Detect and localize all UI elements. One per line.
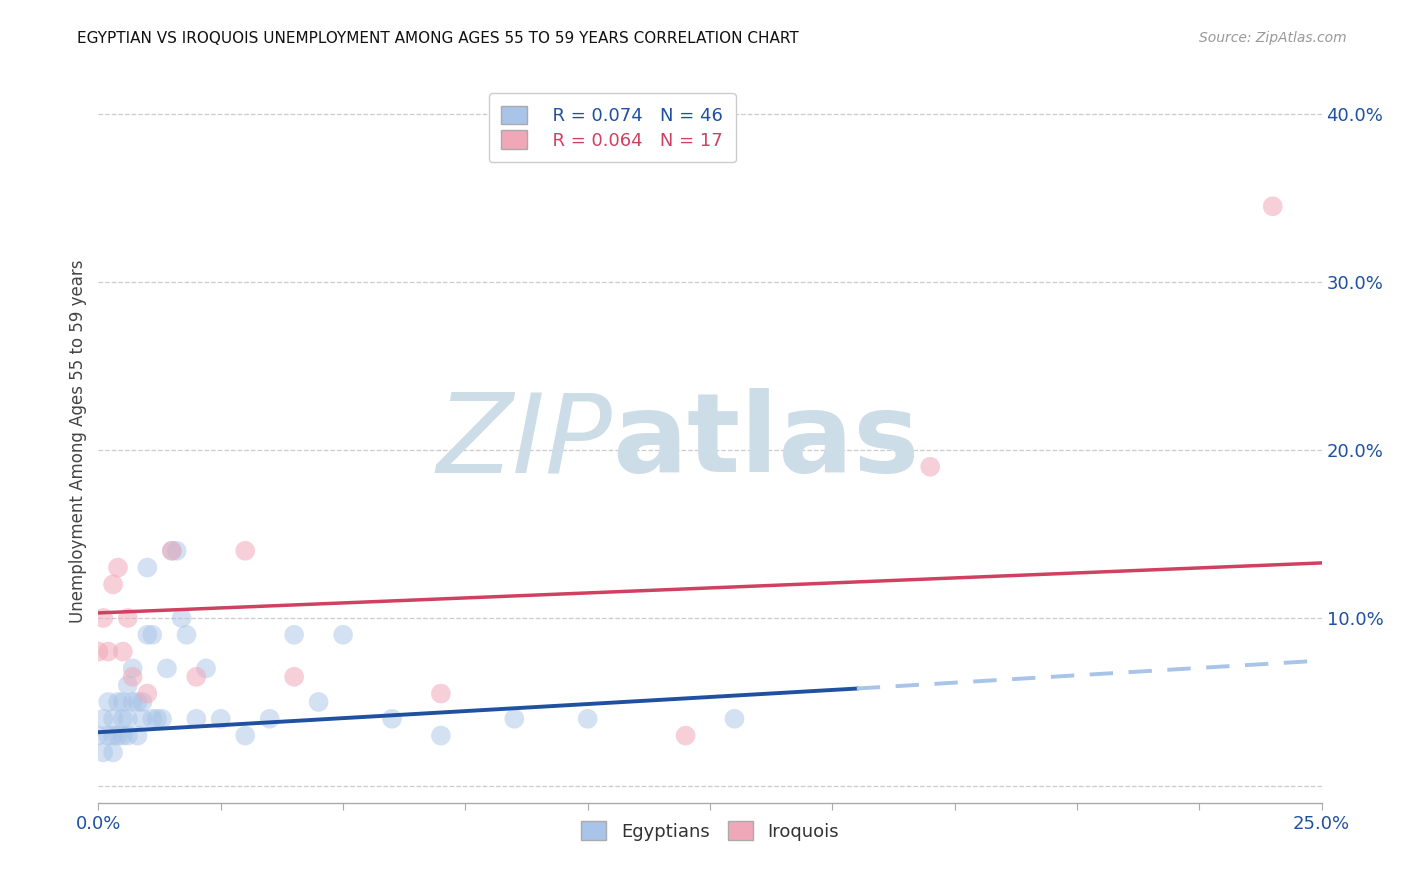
Point: [87, 729, 110, 743]
Point: [381, 712, 404, 726]
Point: [166, 543, 188, 558]
Point: [111, 729, 134, 743]
Point: [107, 695, 129, 709]
Point: [121, 670, 143, 684]
Point: [127, 695, 149, 709]
Point: [121, 661, 143, 675]
Point: [233, 543, 256, 558]
Point: [117, 678, 139, 692]
Point: [675, 729, 697, 743]
Point: [101, 745, 124, 759]
Point: [283, 628, 305, 642]
Y-axis label: Unemployment Among Ages 55 to 59 years: Unemployment Among Ages 55 to 59 years: [69, 260, 87, 624]
Point: [101, 712, 124, 726]
Point: [920, 459, 942, 474]
Point: [160, 543, 183, 558]
Point: [186, 670, 208, 684]
Point: [111, 644, 134, 658]
Point: [160, 543, 183, 558]
Point: [176, 628, 198, 642]
Point: [186, 712, 208, 726]
Point: [136, 560, 159, 574]
Point: [209, 712, 232, 726]
Text: EGYPTIAN VS IROQUOIS UNEMPLOYMENT AMONG AGES 55 TO 59 YEARS CORRELATION CHART: EGYPTIAN VS IROQUOIS UNEMPLOYMENT AMONG …: [77, 31, 799, 46]
Point: [233, 729, 256, 743]
Point: [121, 695, 143, 709]
Point: [141, 628, 163, 642]
Point: [430, 687, 453, 701]
Point: [107, 560, 129, 574]
Point: [97, 644, 120, 658]
Point: [141, 712, 163, 726]
Point: [111, 712, 134, 726]
Point: [91, 611, 114, 625]
Point: [723, 712, 745, 726]
Point: [308, 695, 330, 709]
Text: atlas: atlas: [612, 388, 920, 495]
Point: [503, 712, 526, 726]
Point: [195, 661, 218, 675]
Point: [1261, 199, 1284, 213]
Point: [127, 729, 149, 743]
Point: [332, 628, 354, 642]
Text: ZIP: ZIP: [436, 388, 612, 495]
Point: [97, 695, 120, 709]
Point: [156, 661, 179, 675]
Point: [150, 712, 173, 726]
Point: [131, 695, 153, 709]
Point: [117, 729, 139, 743]
Point: [259, 712, 281, 726]
Point: [87, 644, 110, 658]
Point: [131, 712, 153, 726]
Point: [136, 628, 159, 642]
Point: [101, 577, 124, 591]
Point: [97, 729, 120, 743]
Point: [146, 712, 169, 726]
Point: [107, 729, 129, 743]
Point: [117, 611, 139, 625]
Point: [170, 611, 193, 625]
Point: [101, 729, 124, 743]
Point: [283, 670, 305, 684]
Legend: Egyptians, Iroquois: Egyptians, Iroquois: [574, 814, 846, 848]
Text: Source: ZipAtlas.com: Source: ZipAtlas.com: [1199, 31, 1347, 45]
Point: [91, 745, 114, 759]
Point: [576, 712, 599, 726]
Point: [430, 729, 453, 743]
Point: [111, 695, 134, 709]
Point: [136, 687, 159, 701]
Point: [117, 712, 139, 726]
Point: [91, 712, 114, 726]
